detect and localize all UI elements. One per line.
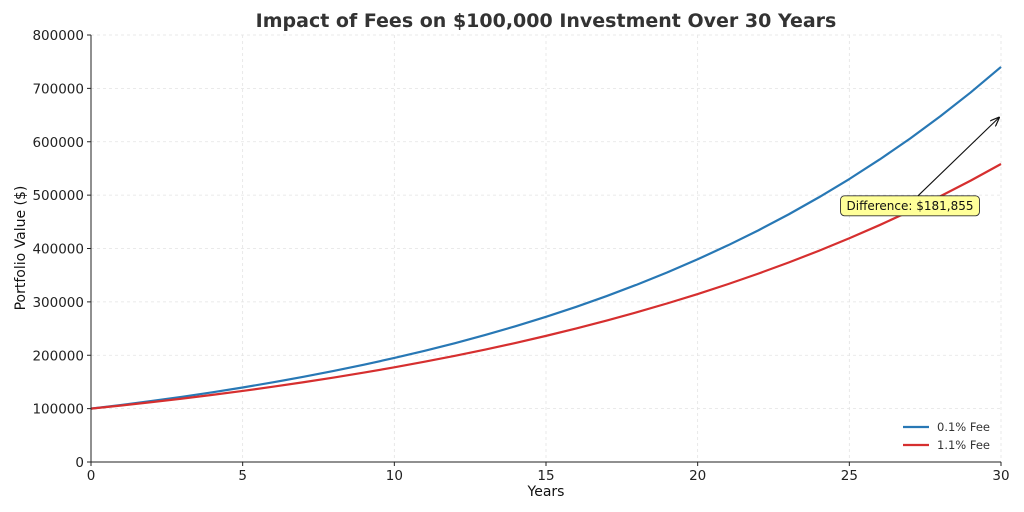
y-tick-label: 600000 [32,135,84,151]
y-axis-label: Portfolio Value ($) [13,186,29,311]
x-tick-label: 25 [841,468,858,484]
y-tick-label: 500000 [32,188,84,204]
y-tick-label: 100000 [32,402,84,418]
legend-label: 1.1% Fee [937,438,990,452]
series-line-2 [90,163,1002,410]
y-tick-label: 400000 [32,242,84,258]
annotation-arrow [917,118,999,197]
legend: 0.1% Fee 1.1% Fee [903,420,990,452]
x-tick-label: 30 [992,468,1009,484]
annotations: Difference: $181,855 [840,118,999,217]
series-lines [90,66,1002,410]
legend-label: 0.1% Fee [937,420,990,434]
y-tick-label: 300000 [32,295,84,311]
annotation: Difference: $181,855 [840,118,999,217]
y-tick-label: 0 [75,455,84,471]
y-tick-label: 800000 [32,28,84,44]
x-axis-label: Years [527,484,565,500]
y-tick-label: 700000 [32,81,84,97]
x-tick-label: 20 [689,468,706,484]
series-line-1 [90,66,1002,410]
annotation-box [840,195,980,217]
annotation-text: Difference: $181,855 [847,199,974,213]
x-tick-label: 5 [238,468,247,484]
axes: 0 5 10 15 20 25 30 0 100000 200000 300000 400000 500… [32,28,1009,484]
x-tick-label: 0 [87,468,96,484]
x-tick-label: 10 [386,468,403,484]
y-tick-label: 200000 [32,348,84,364]
x-tick-label: 15 [537,468,554,484]
chart-title: Impact of Fees on $100,000 Investment Ov… [256,10,837,32]
grid [90,34,1002,463]
legend-item-1: 0.1% Fee [903,420,990,434]
legend-item-2: 1.1% Fee [903,438,990,452]
